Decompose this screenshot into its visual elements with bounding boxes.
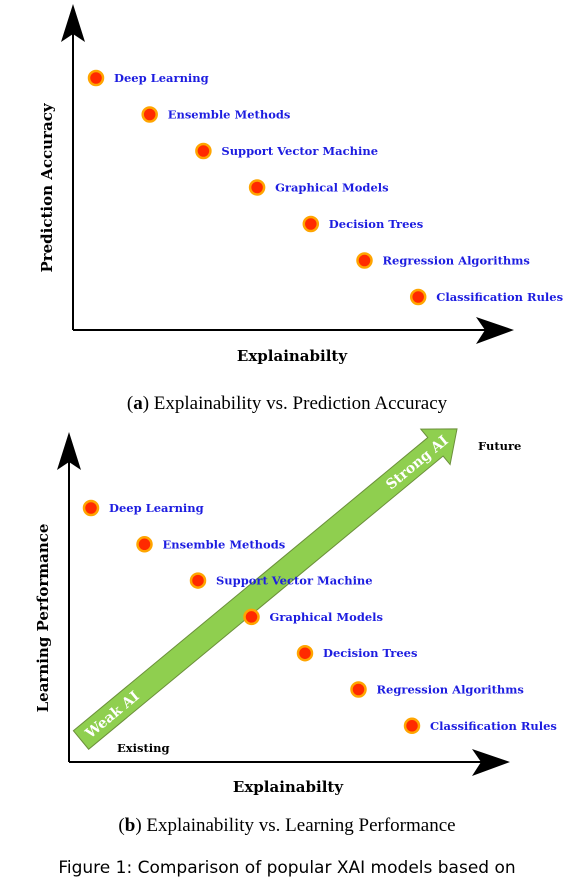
chart-a-point-label-7: Classification Rules (436, 290, 563, 304)
chart-b-x-axis (69, 749, 510, 776)
chart-a: Explainabilty Prediction Accuracy Deep L… (38, 4, 563, 365)
chart-b-point-5 (296, 644, 314, 662)
chart-b: Explainabilty Learning Performance Weak … (34, 428, 557, 796)
chart-b-point-label-3: Support Vector Machine (216, 574, 373, 588)
chart-a-points: Deep Learning Ensemble Methods Support Vec… (87, 69, 563, 306)
caption-a-letter: a (133, 393, 143, 414)
chart-a-point-1 (87, 69, 105, 87)
caption-b: (b) Explainability vs. Learning Performa… (118, 815, 456, 836)
chart-b-point-4 (243, 608, 260, 626)
chart-a-point-label-3: Support Vector Machine (221, 144, 378, 158)
chart-b-point-label-6: Regression Algorithms (377, 683, 524, 697)
caption-b-letter: b (124, 815, 136, 836)
chart-a-point-label-6: Regression Algorithms (383, 254, 530, 268)
chart-a-point-label-1: Deep Learning (114, 71, 209, 85)
trend-arrow-start-label: Weak AI (82, 688, 143, 742)
chart-b-point-3 (189, 572, 207, 589)
chart-b-point-1 (82, 499, 100, 517)
chart-a-point-6 (356, 252, 373, 269)
chart-b-ylabel: Learning Performance (34, 524, 52, 713)
chart-b-point-6 (350, 681, 367, 698)
figure-footer: Figure 1: Comparison of popular XAI mode… (58, 858, 516, 878)
caption-a: (a) Explainability vs. Prediction Accura… (126, 393, 448, 414)
chart-b-point-label-7: Classification Rules (430, 719, 557, 733)
chart-a-x-axis (73, 317, 514, 344)
chart-b-point-label-4: Graphical Models (270, 610, 384, 624)
chart-b-xlabel: Explainabilty (233, 778, 344, 796)
trend-arrow-end-label: Strong AI (383, 433, 451, 493)
chart-b-point-label-5: Decision Trees (323, 646, 417, 660)
chart-b-points: Deep Learning Ensemble Methods Support Vec… (82, 499, 557, 735)
chart-a-point-label-2: Ensemble Methods (168, 108, 291, 122)
chart-a-ylabel: Prediction Accuracy (38, 102, 56, 272)
existing-text: Existing (117, 741, 170, 755)
chart-a-y-axis (61, 4, 85, 330)
chart-a-point-3 (195, 142, 212, 160)
caption-a-text: Explainability vs. Prediction Accuracy (149, 393, 448, 414)
chart-a-point-label-4: Graphical Models (275, 181, 389, 195)
chart-b-point-2 (136, 536, 153, 553)
chart-b-point-7 (403, 717, 421, 735)
chart-b-y-axis (57, 432, 81, 762)
chart-a-xlabel: Explainabilty (237, 347, 348, 365)
chart-a-point-4 (248, 179, 266, 196)
caption-b-text: Explainability vs. Learning Performance (141, 815, 456, 836)
chart-a-point-2 (141, 106, 158, 123)
chart-b-point-label-2: Ensemble Methods (163, 537, 286, 551)
chart-a-point-7 (409, 288, 427, 306)
future-text: Future (478, 439, 521, 453)
chart-a-point-5 (302, 215, 320, 233)
chart-b-point-label-1: Deep Learning (109, 501, 204, 515)
chart-a-point-label-5: Decision Trees (329, 217, 423, 231)
